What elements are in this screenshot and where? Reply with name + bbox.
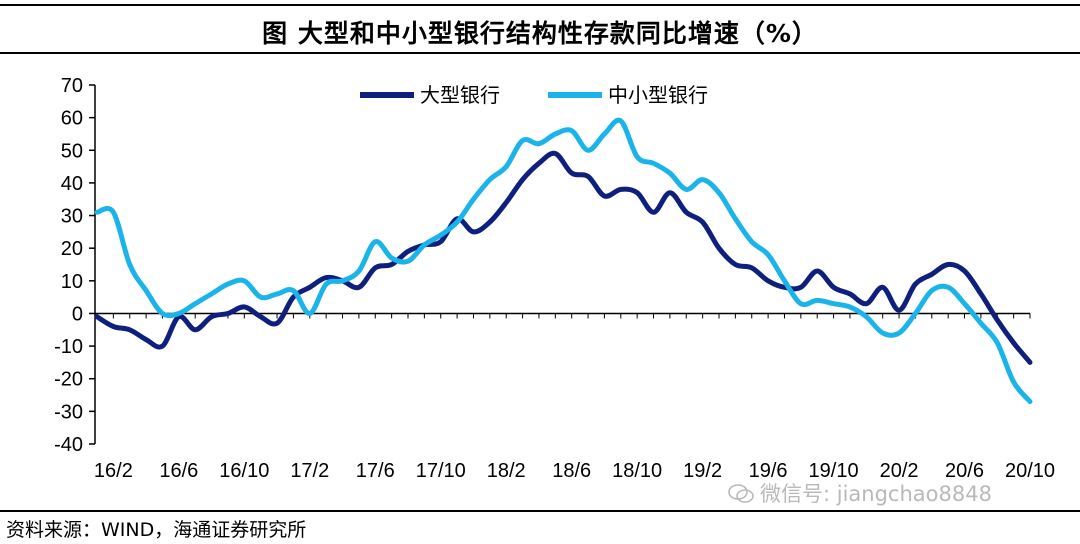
y-tick-label: -40 — [54, 434, 83, 456]
title-top-rule — [0, 4, 1080, 6]
title-bottom-rule — [0, 52, 1080, 54]
y-tick-label: -10 — [54, 336, 83, 358]
chart-title: 图 大型和中小型银行结构性存款同比增速（%） — [262, 19, 818, 48]
watermark: 微信号: jiangchao8848 — [728, 478, 992, 508]
y-tick-label: 70 — [61, 75, 83, 97]
y-tick-label: 30 — [61, 206, 83, 228]
y-tick-label: 40 — [61, 173, 83, 195]
title-bar: 图 大型和中小型银行结构性存款同比增速（%） — [0, 0, 1080, 58]
x-tick-label: 20/2 — [880, 460, 919, 482]
y-tick-label: 50 — [61, 140, 83, 162]
line-chart: 70 60 50 40 30 20 10 0 -10 -20 -30 -40 16/2 16/6 16/10… — [54, 75, 1055, 482]
legend-label-2: 中小型银行 — [608, 83, 708, 107]
y-tick-label: -20 — [54, 369, 83, 391]
x-tick-label: 19/6 — [749, 460, 788, 482]
x-tick-label: 18/2 — [487, 460, 526, 482]
x-tick-label: 20/10 — [1005, 460, 1055, 482]
x-tick-label: 19/2 — [683, 460, 722, 482]
y-tick-label: 10 — [61, 271, 83, 293]
source-note: 资料来源：WIND，海通证券研究所 — [6, 519, 307, 541]
legend-label-1: 大型银行 — [420, 83, 500, 107]
x-tick-label: 19/10 — [809, 460, 859, 482]
x-tick-label: 18/6 — [552, 460, 591, 482]
y-tick-label: 0 — [72, 303, 83, 325]
wechat-icon — [728, 484, 754, 503]
x-tick-label: 16/6 — [159, 460, 198, 482]
source-top-rule — [0, 510, 1080, 512]
series-line-1 — [94, 150, 1033, 365]
y-tick-label: -30 — [54, 401, 83, 423]
x-tick-label: 18/10 — [612, 460, 662, 482]
x-tick-label: 17/2 — [290, 460, 329, 482]
y-tick-label: 60 — [61, 108, 83, 130]
x-tick-label: 17/6 — [356, 460, 395, 482]
x-tick-label: 20/6 — [945, 460, 984, 482]
x-tick-label: 16/2 — [94, 460, 133, 482]
source-bar: 资料来源：WIND，海通证券研究所 — [0, 510, 1080, 544]
y-tick-label: 20 — [61, 238, 83, 260]
series-line-2 — [94, 117, 1033, 405]
x-tick-label: 16/10 — [219, 460, 269, 482]
watermark-text: 微信号: jiangchao8848 — [760, 482, 992, 506]
x-tick-label: 17/10 — [416, 460, 466, 482]
